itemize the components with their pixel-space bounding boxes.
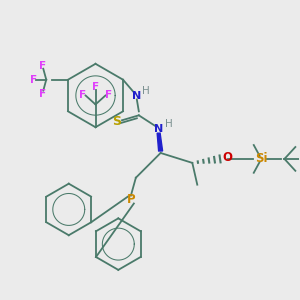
Text: P: P xyxy=(127,193,135,206)
Text: F: F xyxy=(79,89,86,100)
Text: Si: Si xyxy=(255,152,268,165)
Text: S: S xyxy=(112,115,122,128)
Text: F: F xyxy=(30,75,37,85)
Text: F: F xyxy=(39,61,46,71)
Text: F: F xyxy=(39,88,46,98)
Polygon shape xyxy=(157,133,163,151)
Text: H: H xyxy=(165,119,172,129)
Text: F: F xyxy=(92,82,99,92)
Text: F: F xyxy=(105,89,112,100)
Text: N: N xyxy=(154,124,163,134)
Text: N: N xyxy=(132,91,142,100)
Text: O: O xyxy=(222,152,232,164)
Text: H: H xyxy=(142,85,150,96)
